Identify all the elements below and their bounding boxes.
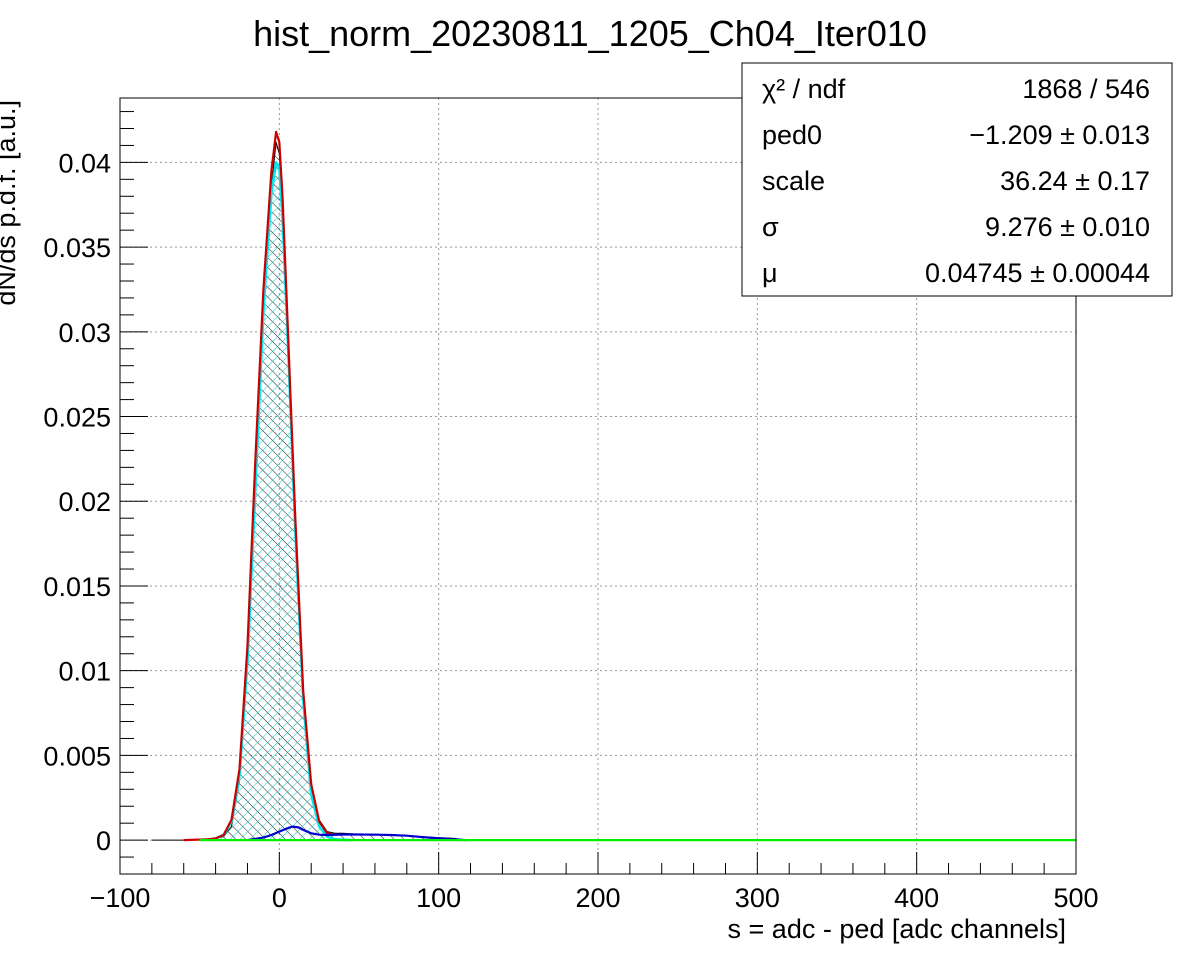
y-tick-label: 0.025 [43,403,111,433]
histogram-line [151,141,466,841]
data-series [151,130,1076,842]
signal-component-line [247,825,466,842]
y-tick-label: 0 [96,826,111,856]
y-tick-label: 0.03 [58,318,111,348]
y-tick-label: 0.005 [43,741,111,771]
x-tick-label: 400 [894,883,939,913]
stats-label: ped0 [762,120,822,150]
x-tick-label: −100 [90,883,151,913]
stats-label: χ² / ndf [762,74,846,104]
axes: −100 0 100 200 300 400 500 0 0.005 0.01 0.015 0.02 0… [43,111,1099,913]
stats-box: χ² / ndf 1868 / 546 ped0 −1.209 ± 0.013 scal… [741,62,1173,297]
y-tick-label: 0.01 [58,657,111,687]
y-tick-label: 0.02 [58,487,111,517]
pedestal-component-area [207,162,351,841]
x-tick-label: 0 [272,883,287,913]
x-tick-label: 100 [416,883,461,913]
y-axis-label: dN/ds p.d.f. [a.u.] [0,100,21,306]
y-tick-label: 0.035 [43,233,111,263]
chart-title: hist_norm_20230811_1205_Ch04_Iter010 [253,13,927,54]
x-tick-label: 500 [1053,883,1098,913]
stats-value: 1868 / 546 [1022,74,1150,104]
stats-value: 9.276 ± 0.010 [985,212,1150,242]
stats-label: scale [762,166,825,196]
y-tick-label: 0.015 [43,572,111,602]
x-axis-label: s = adc - ped [adc channels] [728,914,1066,944]
stats-value: −1.209 ± 0.013 [969,120,1150,150]
histogram-area [151,142,466,841]
stats-value: 36.24 ± 0.17 [1000,166,1150,196]
x-tick-label: 200 [575,883,620,913]
total-fit-line [183,130,336,842]
y-tick-label: 0.04 [58,148,111,178]
x-tick-label: 300 [735,883,780,913]
stats-label: μ [762,258,778,288]
stats-label: σ [762,212,779,242]
stats-box-frame [741,62,1173,297]
stats-value: 0.04745 ± 0.00044 [925,258,1150,288]
